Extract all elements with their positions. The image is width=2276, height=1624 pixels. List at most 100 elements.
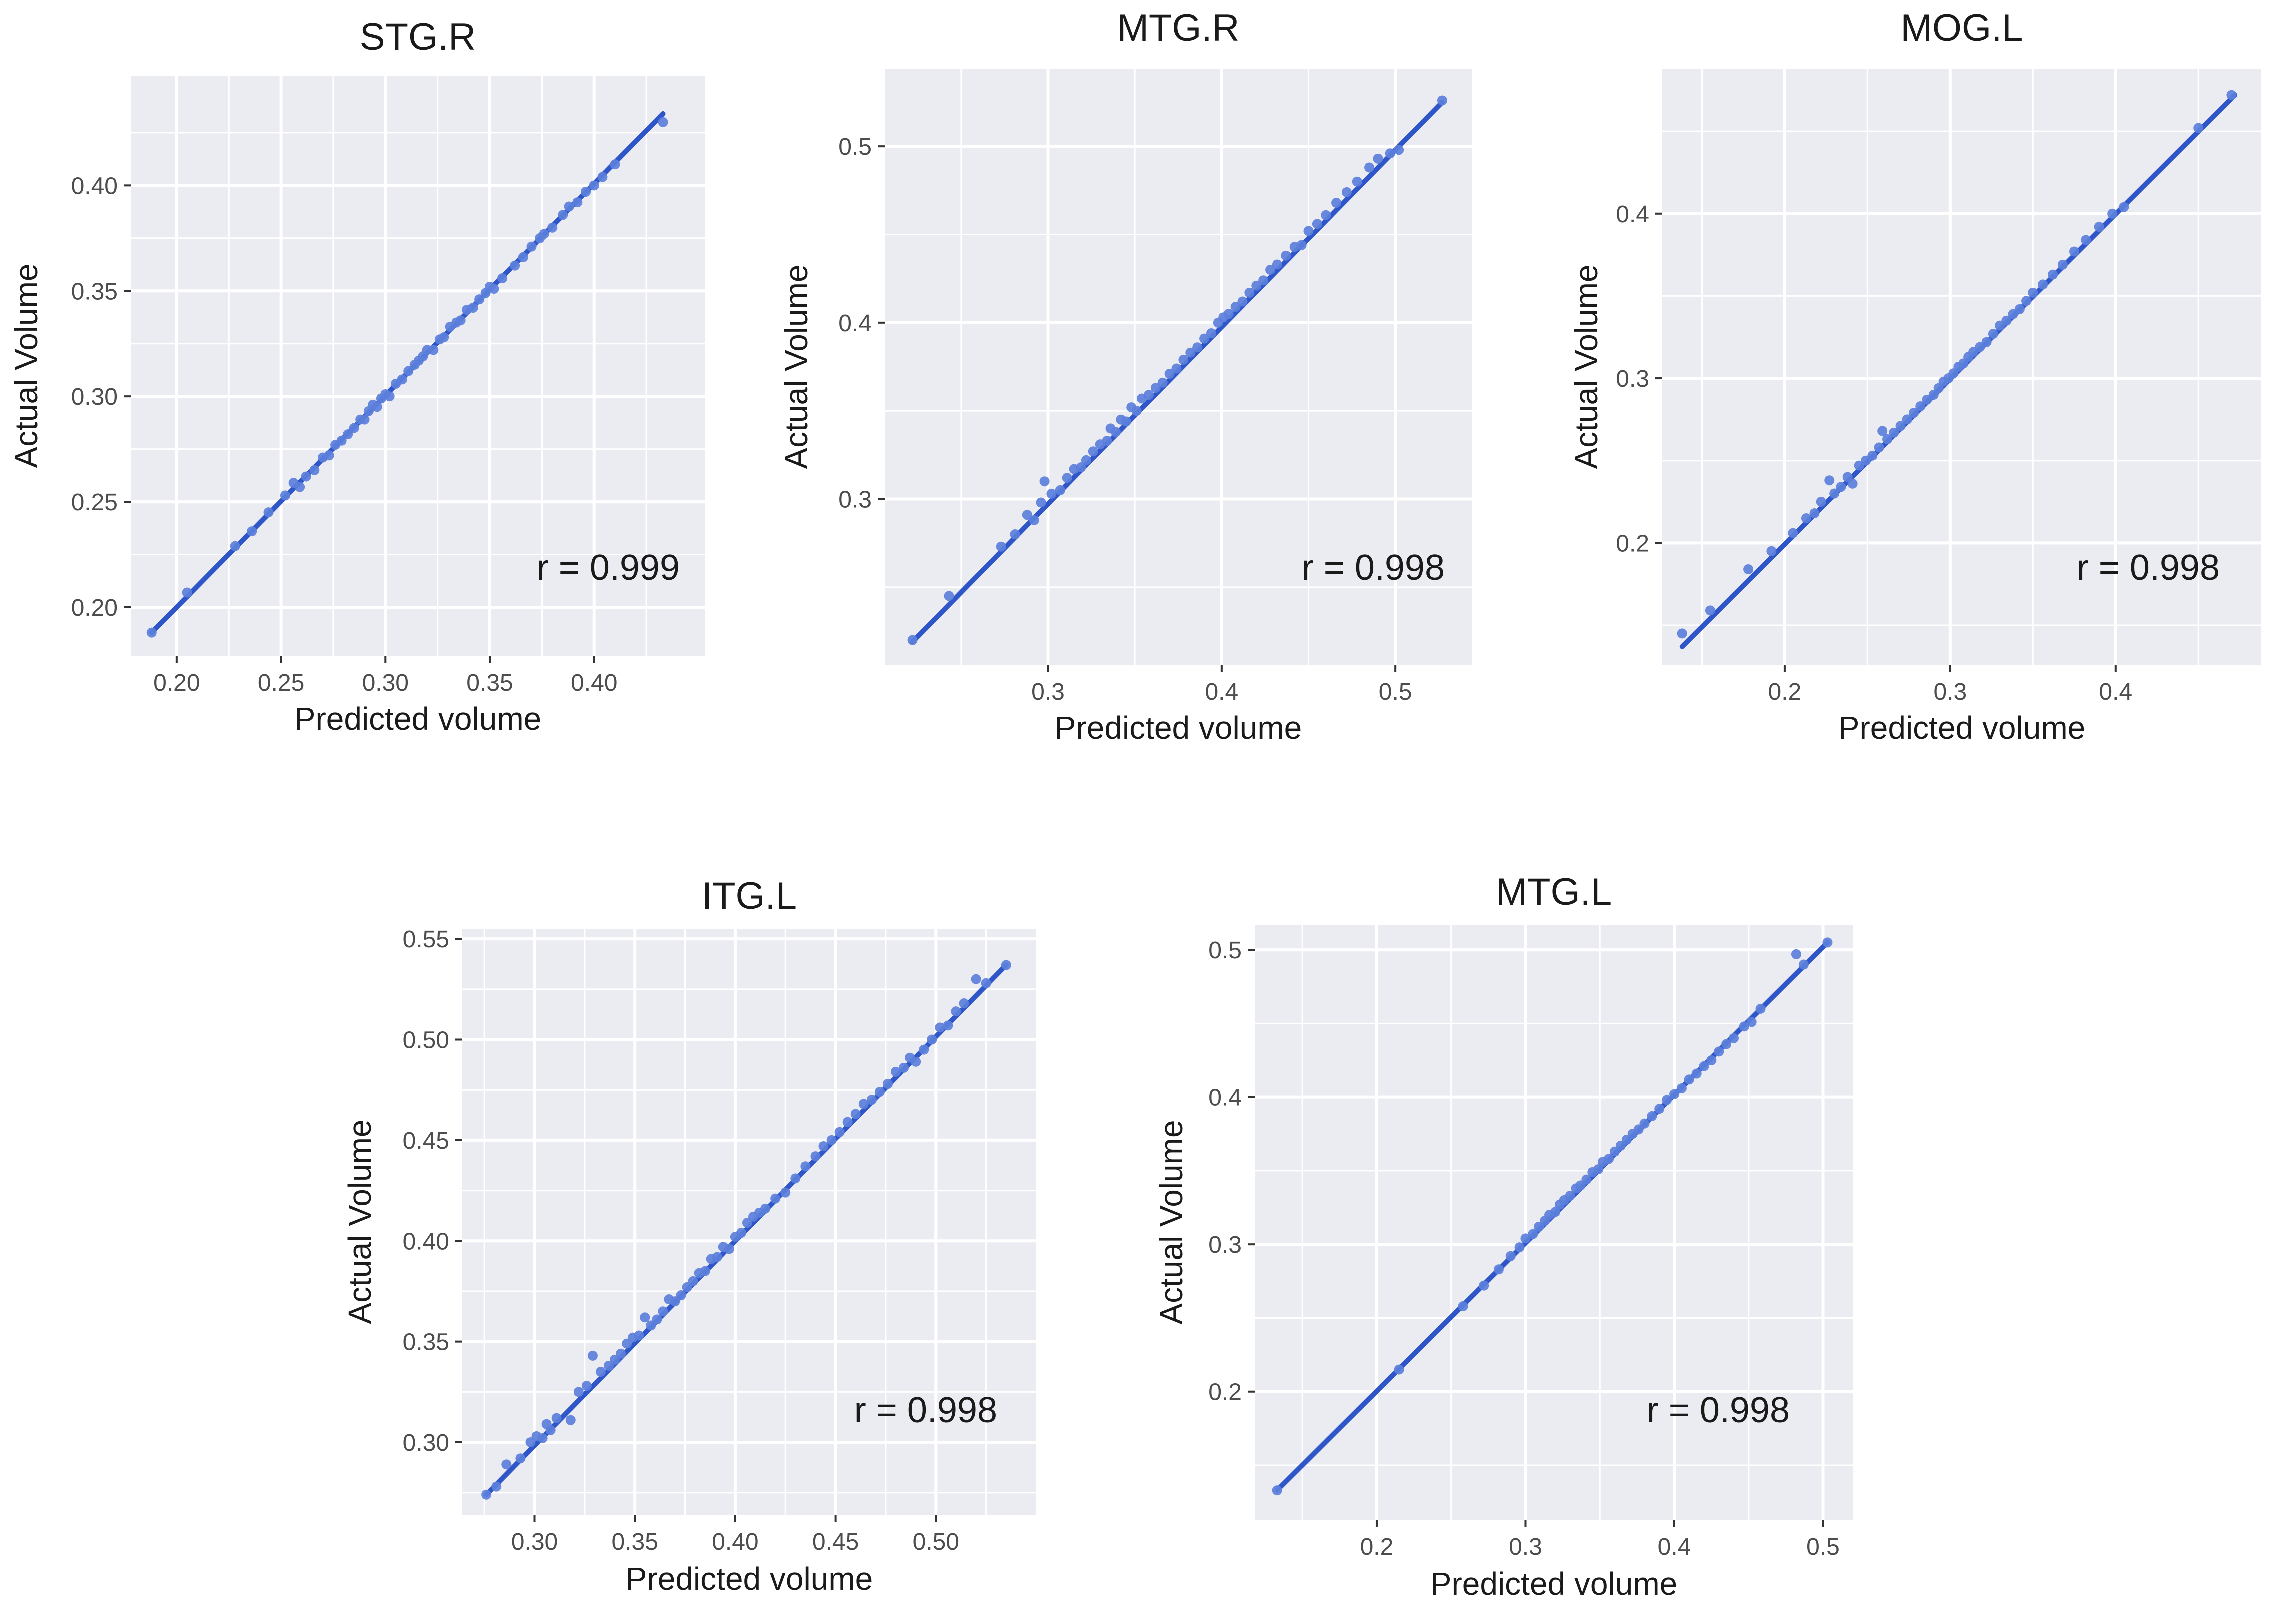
data-point [736,1228,746,1238]
correlation-annotation: r = 0.998 [854,1390,998,1430]
y-tick-label: 0.55 [403,926,450,953]
data-point [971,974,982,984]
data-point [1036,498,1046,508]
data-point [1321,210,1332,220]
data-point [760,1204,771,1214]
data-point [349,423,360,434]
data-point [456,316,466,326]
data-point [1816,497,1826,508]
data-point [712,1252,722,1262]
data-point [1647,1111,1658,1122]
x-tick-label: 0.2 [1360,1534,1394,1560]
data-point [1132,406,1142,416]
data-point [927,1034,938,1045]
data-point [552,1413,562,1424]
data-point [489,284,500,294]
x-tick-label: 0.50 [913,1529,960,1556]
data-point [1714,1046,1724,1057]
data-point [1385,148,1396,159]
chart-panel-itg-l: 0.30 0.35 0.40 0.45 0.50 0.30 0.35 0.40 0.45 0.50… [342,875,1036,1597]
data-point [1342,187,1352,198]
data-point [810,1152,821,1162]
data-point [439,332,450,343]
data-point [1144,390,1154,400]
data-point [1982,337,1992,348]
data-point [1706,1055,1717,1066]
data-point [1238,296,1248,307]
x-tick-label: 0.30 [362,670,409,696]
data-point [616,1348,626,1359]
y-tick-label: 0.5 [1208,938,1242,964]
x-tick-label: 0.40 [571,670,618,696]
data-point [343,430,354,440]
correlation-annotation: r = 0.998 [2077,548,2220,588]
data-point [1164,369,1175,380]
data-point [516,1454,526,1464]
data-point [1373,154,1384,164]
data-point [581,187,592,197]
y-tick-label: 0.40 [403,1228,450,1255]
y-axis-label: Actual Volume [1568,264,1604,469]
data-point [634,1330,644,1341]
y-tick-label: 0.4 [1208,1085,1242,1112]
x-axis-label: Predicted volume [1055,710,1302,746]
data-point [1604,1154,1614,1164]
data-point [1676,1083,1687,1094]
x-axis-label: Predicted volume [294,701,542,737]
data-point [1756,1004,1766,1014]
data-point [1281,250,1292,261]
data-point [2070,246,2080,257]
chart-panel-mtg-r: 0.3 0.4 0.5 0.3 0.4 0.5 MTG.R Predicted volume A… [778,7,1472,746]
data-point [1699,1061,1710,1072]
data-point [301,472,312,482]
data-point [688,1276,698,1286]
data-point [1565,1190,1576,1201]
data-point [1801,513,1812,524]
data-point [588,1350,598,1361]
data-point [498,273,508,284]
data-point [1479,1280,1490,1291]
data-point [574,1387,584,1398]
data-point [1788,528,1798,538]
data-point [1822,938,1833,948]
data-point [1364,162,1375,173]
data-point [474,294,485,305]
data-point [724,1244,734,1254]
data-point [1514,1242,1525,1253]
data-point [230,541,240,552]
data-point [384,392,395,402]
data-point [428,345,439,356]
data-point [935,1022,946,1033]
data-point [598,172,608,182]
data-point [372,402,382,412]
data-point [2194,123,2204,134]
data-point [1394,1364,1404,1375]
data-point [482,1490,492,1500]
data-point [826,1135,837,1146]
data-point [834,1127,845,1138]
data-point [700,1266,710,1276]
y-tick-label: 0.3 [1616,366,1650,392]
data-point [1506,1251,1516,1262]
panel-title: ITG.L [702,875,797,918]
x-tick-label: 0.3 [1032,679,1065,706]
data-point [1988,329,1998,340]
data-point [770,1194,781,1204]
data-point [1744,564,1754,575]
data-point [1272,260,1282,270]
panel-title: MOG.L [1901,7,2024,50]
data-point [2081,235,2092,246]
data-point [1868,450,1878,461]
y-tick-label: 0.30 [72,384,118,410]
data-point [1791,949,1802,960]
x-tick-label: 0.35 [612,1529,658,1556]
data-point [1902,414,1912,425]
data-point [1746,1017,1757,1028]
data-point [492,1482,502,1492]
data-point [610,160,620,170]
data-point [790,1174,801,1184]
data-point [850,1109,861,1120]
chart-panel-stg-r: 0.20 0.25 0.30 0.35 0.40 0.20 0.25 0.30 0.35 0.40… [8,16,705,737]
data-point [1677,628,1688,639]
